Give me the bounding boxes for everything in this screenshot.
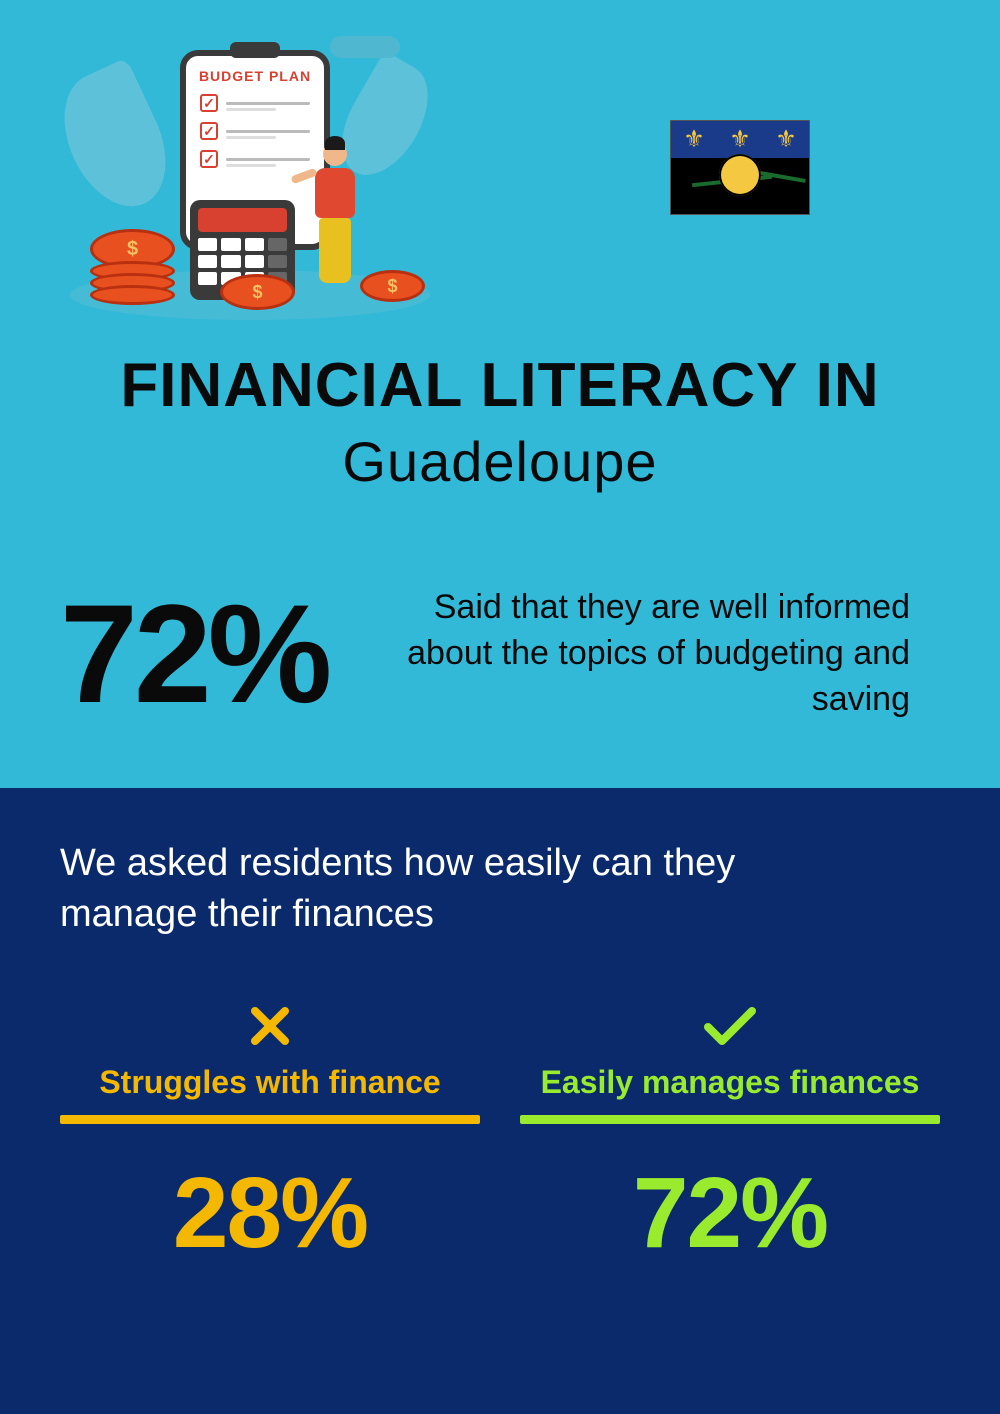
title-line-2: Guadeloupe (60, 429, 940, 494)
title-line-1: FINANCIAL LITERACY IN (60, 350, 940, 421)
flag-sun-icon (719, 154, 761, 196)
checklist-row: ✓ (200, 150, 310, 168)
coin-icon: $ (360, 270, 425, 302)
fleur-de-lis-icon: ⚜ (775, 125, 797, 154)
text-line (226, 158, 310, 161)
header-row: BUDGET PLAN ✓ ✓ ✓ $ (60, 30, 940, 310)
person-hair (325, 136, 345, 150)
manages-label: Easily manages finances (520, 1064, 940, 1101)
checkbox-icon: ✓ (200, 94, 218, 112)
infographic-page: BUDGET PLAN ✓ ✓ ✓ $ (0, 0, 1000, 1414)
text-line (226, 102, 310, 105)
calculator-screen (198, 208, 287, 232)
question-text: We asked residents how easily can they m… (60, 838, 880, 941)
flag-blue-band: ⚜ ⚜ ⚜ (671, 121, 809, 158)
main-percent: 72% (60, 584, 328, 724)
struggles-label: Struggles with finance (60, 1064, 480, 1101)
budget-plan-illustration: BUDGET PLAN ✓ ✓ ✓ $ (60, 30, 420, 310)
cross-icon (245, 1001, 295, 1051)
top-section: BUDGET PLAN ✓ ✓ ✓ $ (0, 0, 1000, 788)
manages-column: Easily manages finances 72% (520, 996, 940, 1271)
icon-row (520, 996, 940, 1056)
divider-bar (60, 1115, 480, 1124)
checklist-row: ✓ (200, 122, 310, 140)
main-stat-description: Said that they are well informed about t… (368, 585, 940, 723)
clipboard-clip (230, 42, 280, 58)
comparison-columns: Struggles with finance 28% Easily manage… (60, 996, 940, 1271)
person-head (323, 142, 347, 166)
person-illustration (305, 142, 365, 302)
icon-row (60, 996, 480, 1056)
text-line (226, 130, 310, 133)
clipboard-title: BUDGET PLAN (186, 68, 324, 84)
struggles-percent: 28% (60, 1156, 480, 1271)
guadeloupe-flag: ⚜ ⚜ ⚜ (670, 120, 810, 215)
fleur-de-lis-icon: ⚜ (683, 125, 705, 154)
coin-stack: $ (90, 237, 175, 305)
checkbox-icon: ✓ (200, 122, 218, 140)
checklist-row: ✓ (200, 94, 310, 112)
cloud-shape (330, 36, 400, 58)
bottom-section: We asked residents how easily can they m… (0, 788, 1000, 1414)
coin-icon (90, 285, 175, 305)
person-body (315, 168, 355, 218)
person-legs (319, 218, 351, 283)
divider-bar (520, 1115, 940, 1124)
fleur-de-lis-icon: ⚜ (729, 125, 751, 154)
coin-icon: $ (220, 274, 295, 310)
struggles-column: Struggles with finance 28% (60, 996, 480, 1271)
title-block: FINANCIAL LITERACY IN Guadeloupe (60, 350, 940, 494)
leaf-shape (45, 58, 186, 223)
main-stat-row: 72% Said that they are well informed abo… (60, 584, 940, 724)
manages-percent: 72% (520, 1156, 940, 1271)
checkbox-icon: ✓ (200, 150, 218, 168)
check-icon (700, 1001, 760, 1051)
